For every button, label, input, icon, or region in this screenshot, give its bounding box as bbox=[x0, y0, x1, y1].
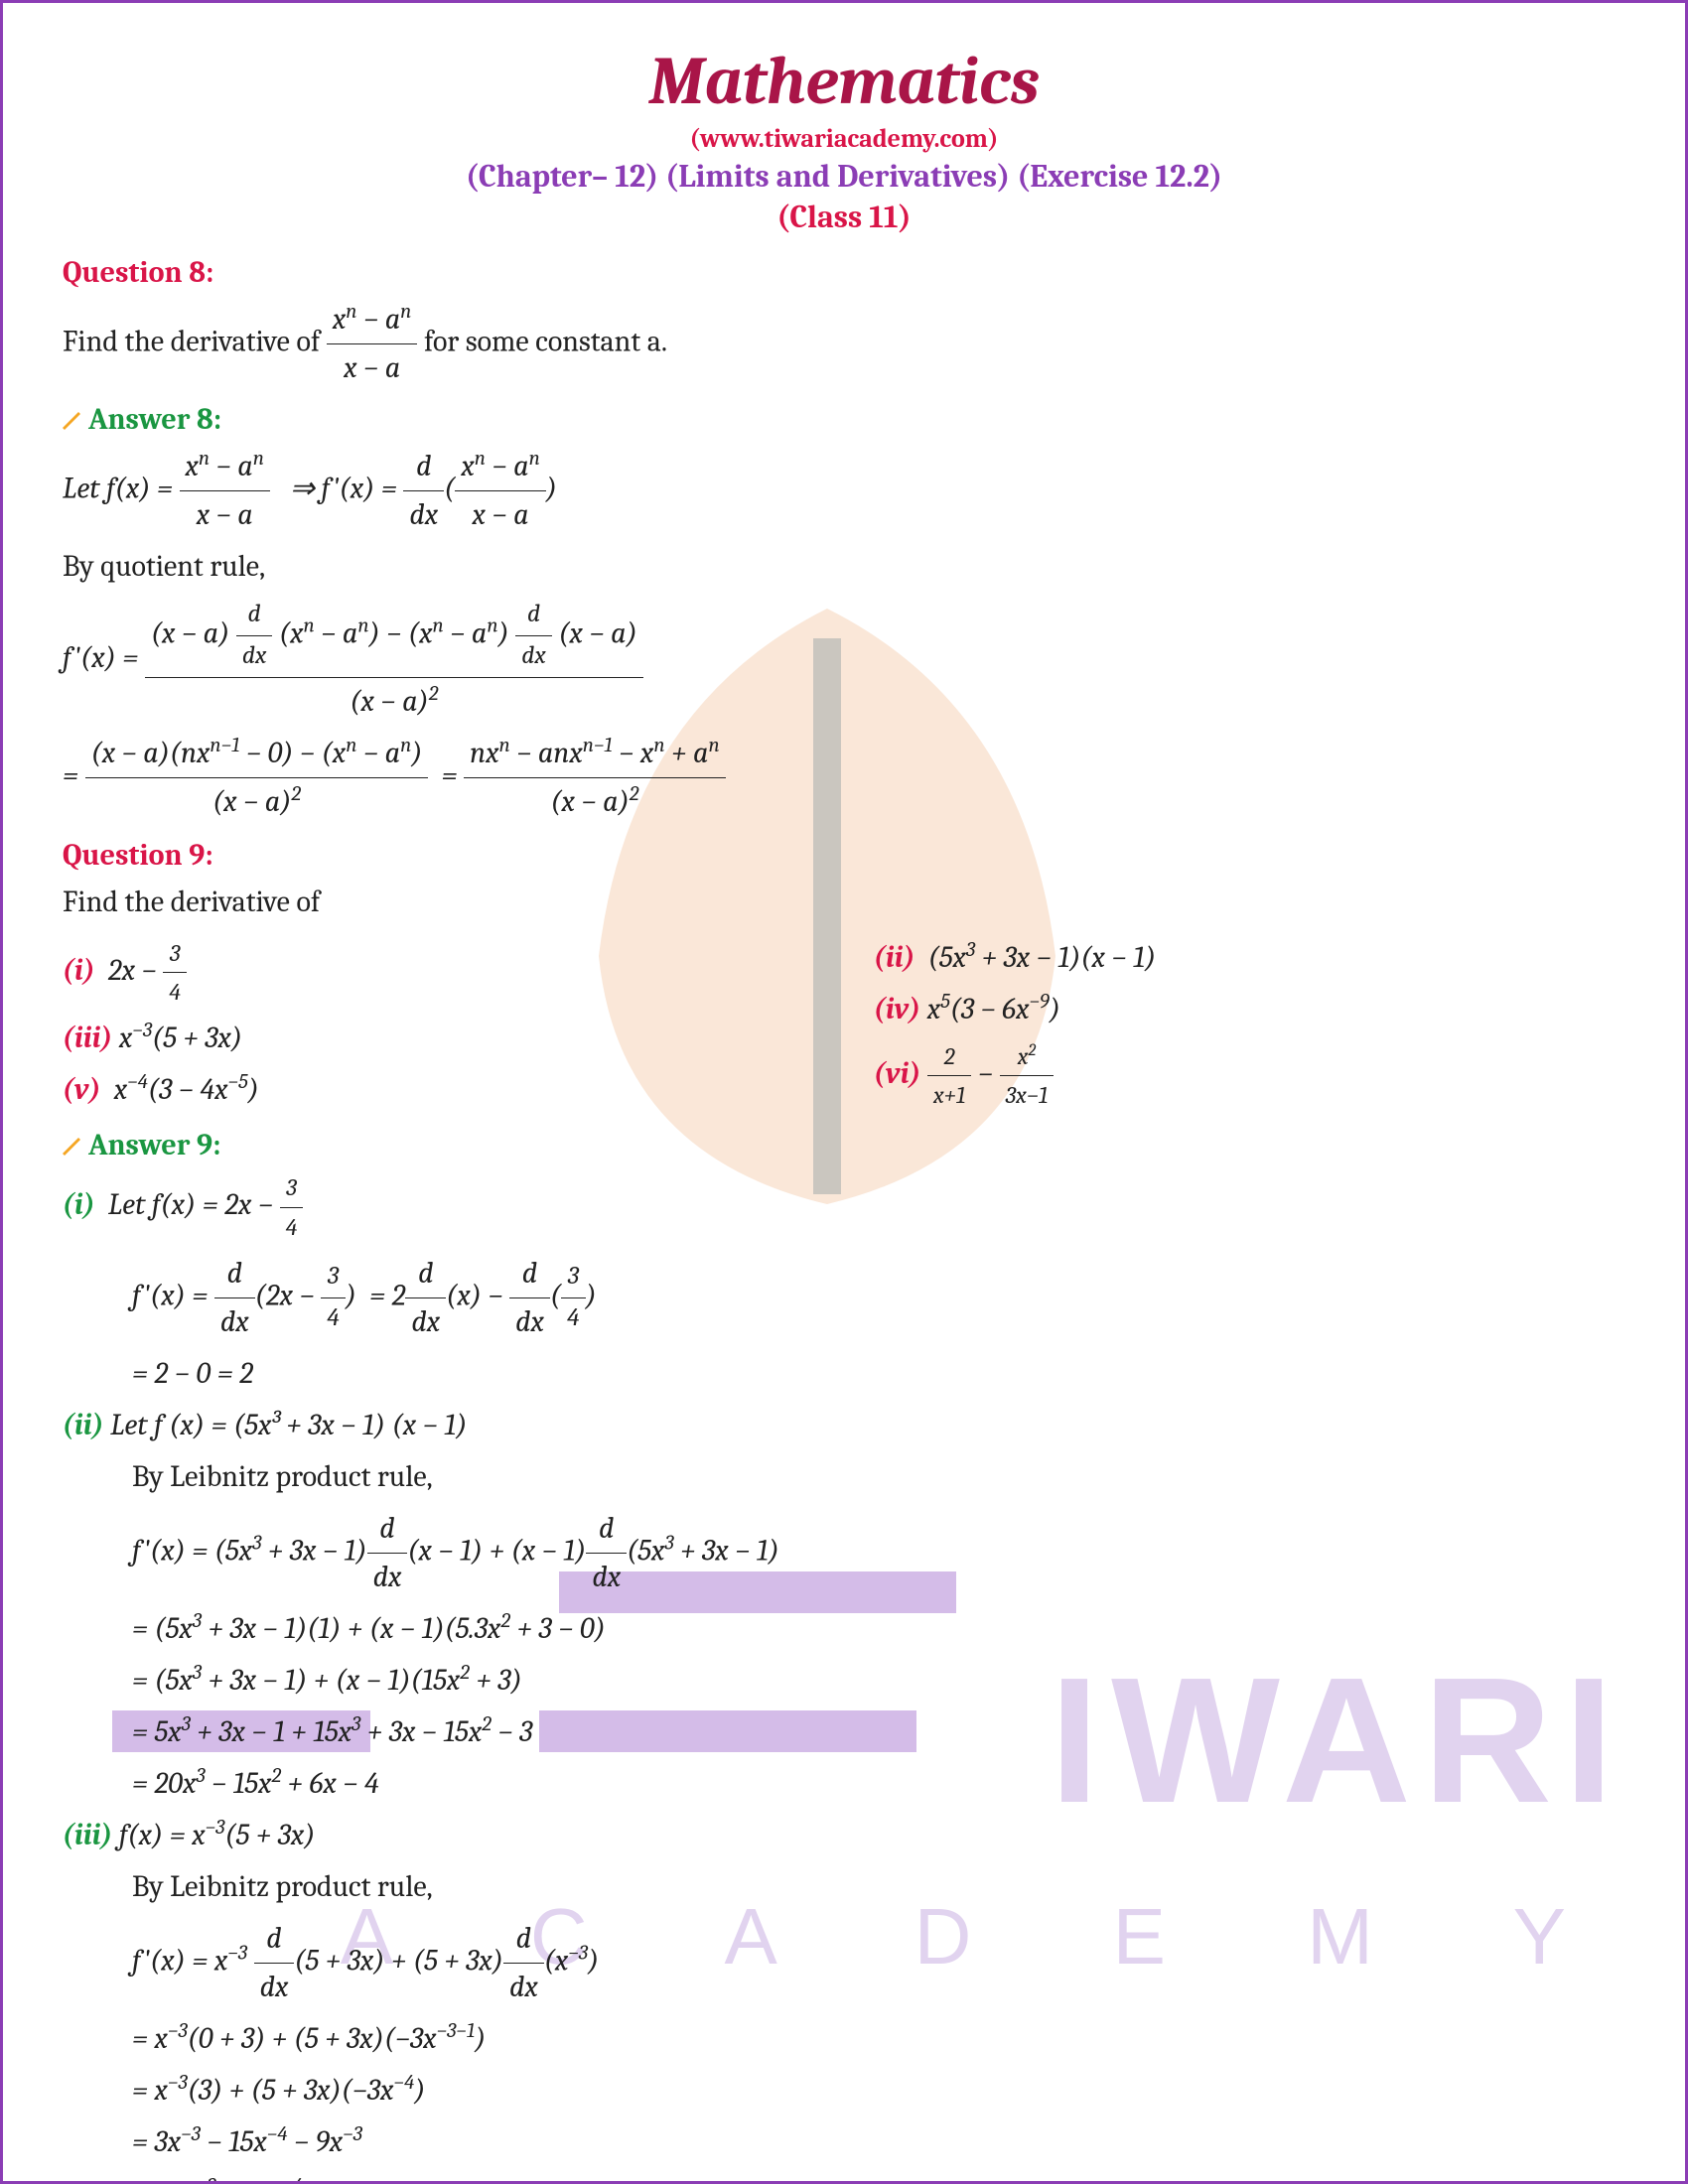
content-area: Mathematics (www.tiwariacademy.com) (Cha… bbox=[63, 43, 1625, 2184]
class-info: (Class 11) bbox=[63, 199, 1625, 235]
answer-9ii-let: (ii) Let f (x) = (5x³ + 3x − 1) (x − 1) bbox=[63, 1402, 1625, 1449]
source-url: (www.tiwariacademy.com) bbox=[63, 124, 1625, 154]
question-8-label: Question 8: bbox=[63, 255, 1625, 290]
answer-9ii-l2: = (5x3 + 3x − 1)(1) + (x − 1)(5.3x2 + 3 … bbox=[63, 1605, 1625, 1653]
answer-9iii-l1: f'(x) = x−3 ddx(5 + 3x) + (5 + 3x)ddx(x−… bbox=[63, 1915, 1625, 2011]
answer-8-line-3: f'(x) = (x − a) ddx (xn − an) − (xn − an… bbox=[63, 595, 1625, 726]
answer-9iii-l5: = −6x−3 − 15x−4 bbox=[63, 2170, 1625, 2184]
question-8-text: Find the derivative of xn − anx − a for … bbox=[63, 296, 1625, 392]
document-page: IWARI A C A D E M Y Mathematics (www.tiw… bbox=[0, 0, 1688, 2184]
answer-9i-l1: f'(x) = ddx(2x − 34) = 2ddx(x) − ddx(34) bbox=[63, 1250, 1625, 1346]
answer-9ii-rule: By Leibnitz product rule, bbox=[63, 1453, 1625, 1501]
answer-8-line-2: By quotient rule, bbox=[63, 543, 1625, 591]
answer-8-label: Answer 8: bbox=[63, 402, 1625, 437]
answer-9iii-let: (iii) f(x) = x−3(5 + 3x) bbox=[63, 1812, 1625, 1859]
answer-9iii-l4: = 3x−3 − 15x−4 − 9x−3 bbox=[63, 2118, 1625, 2166]
chapter-info: (Chapter– 12) (Limits and Derivatives) (… bbox=[63, 158, 1625, 195]
question-9-parts: (i) 2x − 34 (iii) x−3(5 + 3x) (v) x−4(3 … bbox=[63, 930, 1625, 1119]
answer-9i-let: (i) Let f(x) = 2x − 34 bbox=[63, 1168, 1625, 1246]
answer-9ii-l3: = (5x3 + 3x − 1) + (x − 1)(15x2 + 3) bbox=[63, 1657, 1625, 1705]
answer-9iii-l3: = x−3(3) + (5 + 3x)(−3x−4) bbox=[63, 2067, 1625, 2115]
answer-9ii-l4: = 5x3 + 3x − 1 + 15x3 + 3x − 15x2 − 3 bbox=[63, 1708, 1625, 1756]
question-9-text: Find the derivative of bbox=[63, 879, 1625, 926]
pencil-icon bbox=[63, 1138, 82, 1158]
answer-8-line-4: = (x − a)(nxn−1 − 0) − (xn − an)(x − a)2… bbox=[63, 730, 1625, 826]
pencil-icon bbox=[63, 412, 82, 432]
page-title: Mathematics bbox=[63, 43, 1625, 120]
answer-9ii-l5: = 20x3 − 15x2 + 6x − 4 bbox=[63, 1760, 1625, 1808]
answer-9i-l2: = 2 − 0 = 2 bbox=[63, 1350, 1625, 1398]
answer-9-label: Answer 9: bbox=[63, 1128, 1625, 1162]
answer-9iii-rule: By Leibnitz product rule, bbox=[63, 1863, 1625, 1911]
answer-9iii-l2: = x−3(0 + 3) + (5 + 3x)(−3x−3−1) bbox=[63, 2015, 1625, 2063]
answer-9ii-l1: f'(x) = (5x3 + 3x − 1)ddx(x − 1) + (x − … bbox=[63, 1505, 1625, 1601]
answer-8-line-1: Let f(x) = xn − anx − a ⇒ f'(x) = ddx(xn… bbox=[63, 443, 1625, 539]
question-9-label: Question 9: bbox=[63, 838, 1625, 873]
